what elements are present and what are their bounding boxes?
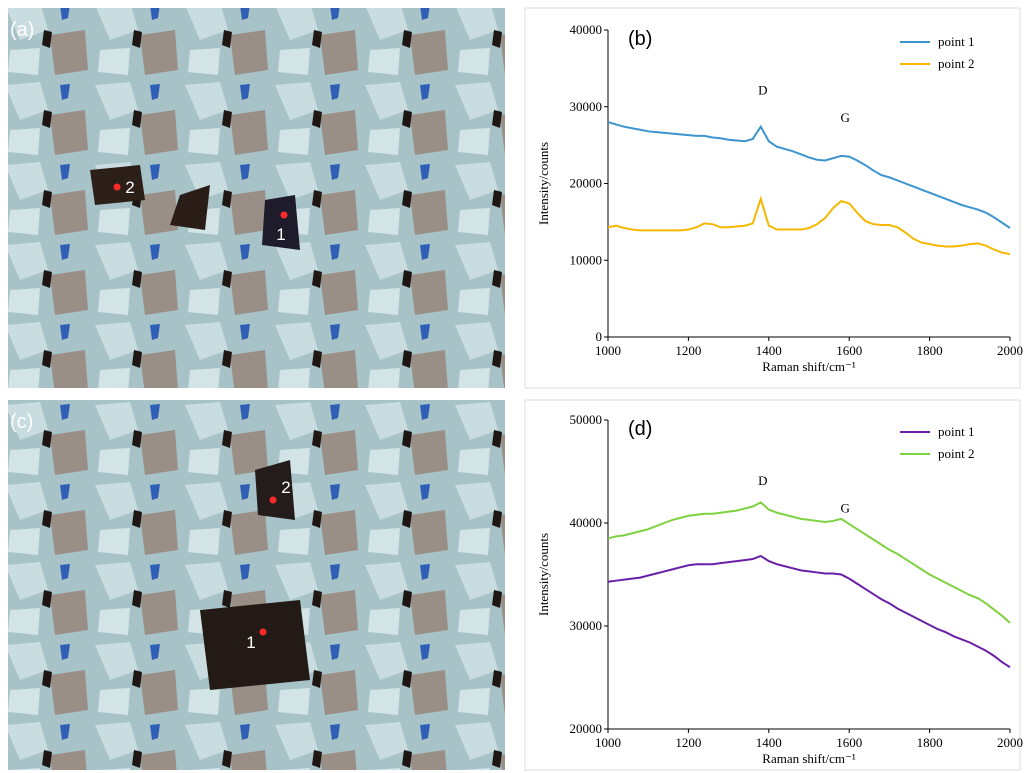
x-tick-label: 2000 [997, 343, 1023, 358]
x-tick-label: 1600 [836, 735, 862, 750]
x-tick-label: 1400 [756, 735, 782, 750]
panel-label: (d) [628, 418, 652, 440]
line-series [608, 122, 1010, 228]
panel-label: (b) [628, 28, 652, 50]
point-label: 2 [281, 478, 290, 497]
x-axis-label: Raman shift/cm⁻¹ [762, 751, 856, 766]
x-tick-label: 1000 [595, 343, 621, 358]
x-axis-label: Raman shift/cm⁻¹ [762, 359, 856, 374]
x-tick-label: 1000 [595, 735, 621, 750]
x-tick-label: 1600 [836, 343, 862, 358]
y-tick-label: 30000 [570, 99, 603, 114]
annotation: G [840, 501, 849, 516]
legend-label: point 2 [938, 446, 974, 461]
legend-label: point 2 [938, 56, 974, 71]
x-tick-label: 1200 [675, 343, 701, 358]
y-tick-label: 10000 [570, 252, 603, 267]
point-label: 2 [125, 178, 134, 197]
line-series [608, 502, 1010, 623]
x-tick-label: 1400 [756, 343, 782, 358]
micrograph-c: 1 2 (c) [8, 400, 505, 770]
point-label: 1 [276, 225, 285, 244]
y-tick-label: 50000 [570, 412, 603, 427]
panel-label: (c) [10, 411, 33, 433]
annotation: D [758, 473, 767, 488]
line-series [608, 199, 1010, 254]
annotation: D [758, 82, 767, 97]
x-tick-label: 1800 [917, 735, 943, 750]
point-label: 1 [246, 633, 255, 652]
y-tick-label: 20000 [570, 176, 603, 191]
x-tick-label: 1800 [917, 343, 943, 358]
y-tick-label: 40000 [570, 515, 603, 530]
y-tick-label: 0 [596, 329, 603, 344]
figure: 1 2 (a) 1 2 (c) 0 10000 20000 30000 40000 100… [0, 0, 1027, 773]
x-tick-label: 1200 [675, 735, 701, 750]
y-tick-label: 30000 [570, 618, 603, 633]
y-axis-label: Intensity/counts [536, 533, 551, 616]
y-tick-label: 20000 [570, 721, 603, 736]
micrograph-a: 1 2 (a) [8, 8, 505, 388]
line-series [608, 556, 1010, 667]
x-tick-label: 2000 [997, 735, 1023, 750]
panel-label: (a) [10, 19, 34, 41]
y-axis-label: Intensity/counts [536, 142, 551, 225]
legend-label: point 1 [938, 34, 974, 49]
legend-label: point 1 [938, 424, 974, 439]
y-tick-label: 40000 [570, 22, 603, 37]
annotation: G [840, 110, 849, 125]
